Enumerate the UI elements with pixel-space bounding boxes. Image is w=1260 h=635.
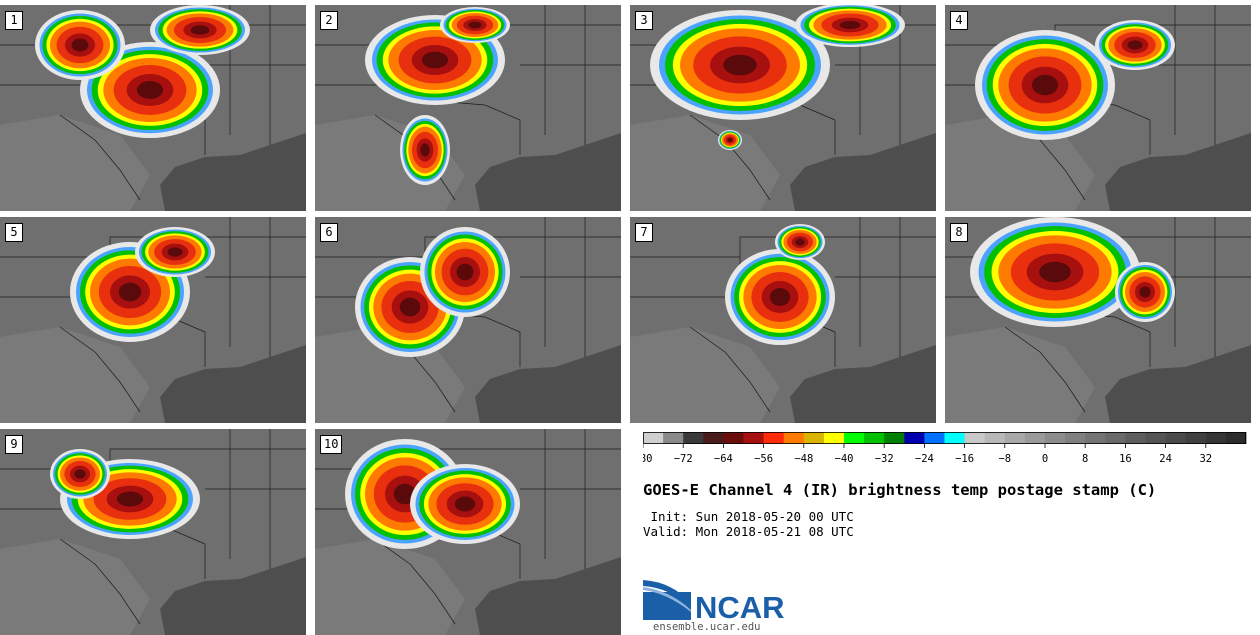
ensemble-panel-9: 9 [0,429,306,635]
colorbar-swatch [663,432,684,444]
panel-label: 8 [950,223,968,242]
colorbar-swatch [1105,432,1126,444]
panel-label: 6 [320,223,338,242]
colorbar-tick-label: 0 [1042,453,1048,465]
ensemble-panel-3: 3 [630,5,936,211]
colorbar-tick-label: −8 [998,453,1011,465]
colorbar-swatch [1125,432,1146,444]
colorbar-swatch [1024,432,1046,444]
panel-label: 2 [320,11,338,30]
colorbar-tick-label: 24 [1159,453,1172,465]
colorbar-swatch [1225,432,1247,444]
colorbar-tick-label: −32 [875,453,894,465]
colorbar-swatch [884,432,905,444]
panel-label: 4 [950,11,968,30]
colorbar-swatch [864,432,885,444]
colorbar-swatch [944,432,965,444]
ensemble-panel-2: 2 [315,5,621,211]
ncar-logo: NCAR [643,580,785,622]
satellite-image [945,5,1251,211]
colorbar-swatch [763,432,785,444]
colorbar-swatch [924,432,945,444]
colorbar-swatch [1004,432,1026,444]
colorbar-swatch [683,432,704,444]
colorbar-tick-label: −64 [714,453,733,465]
logo-wordmark: NCAR [695,590,785,622]
colorbar-tick-label: −40 [835,453,854,465]
colorbar-swatch [643,432,664,444]
panel-label: 9 [5,435,23,454]
colorbar-swatch [743,432,764,444]
colorbar-swatch [844,432,865,444]
colorbar-tick-label: 16 [1119,453,1132,465]
colorbar-swatch [1045,432,1066,444]
figure-title: GOES-E Channel 4 (IR) brightness temp po… [643,481,1157,499]
colorbar-tick-label: −72 [674,453,693,465]
satellite-image [0,429,306,635]
colorbar-swatch [1205,432,1227,444]
colorbar-tick-label: 8 [1082,453,1088,465]
colorbar-swatch [1085,432,1106,444]
colorbar-tick-label: −24 [915,453,934,465]
satellite-image [0,217,306,423]
panel-label: 5 [5,223,23,242]
colorbar-tick-label: −16 [955,453,974,465]
colorbar-swatch [723,432,744,444]
ensemble-panel-1: 1 [0,5,306,211]
panel-label: 1 [5,11,23,30]
colorbar-swatch [984,432,1006,444]
panel-label: 3 [635,11,653,30]
colorbar-tick-label: 32 [1199,453,1212,465]
satellite-image [630,217,936,423]
logo-url: ensemble.ucar.edu [653,621,761,633]
ensemble-panel-7: 7 [630,217,936,423]
colorbar-swatch [823,432,845,444]
ensemble-panel-10: 10 [315,429,621,635]
colorbar-swatch [1065,432,1086,444]
panel-label: 7 [635,223,653,242]
valid-time: Valid: Mon 2018-05-21 08 UTC [643,524,854,539]
ensemble-panel-5: 5 [0,217,306,423]
colorbar-tick-label: −48 [794,453,813,465]
ensemble-panel-8: 8 [945,217,1251,423]
colorbar-swatch [783,432,805,444]
panel-label: 10 [320,435,343,454]
colorbar-swatch [703,432,724,444]
init-time: Init: Sun 2018-05-20 00 UTC [643,509,854,524]
ensemble-panel-6: 6 [315,217,621,423]
colorbar-swatch [803,432,825,444]
colorbar-swatch [904,432,925,444]
colorbar-tick-label: −56 [754,453,773,465]
colorbar-tick-label: −80 [643,453,652,465]
ensemble-panel-4: 4 [945,5,1251,211]
satellite-image [315,429,621,635]
colorbar-swatch [964,432,986,444]
colorbar-swatch [1145,432,1166,444]
satellite-image [0,5,306,211]
satellite-image [315,217,621,423]
satellite-image [945,217,1251,423]
satellite-image [630,5,936,211]
satellite-image [315,5,621,211]
colorbar-swatch [1185,432,1207,444]
colorbar-swatch [1165,432,1187,444]
